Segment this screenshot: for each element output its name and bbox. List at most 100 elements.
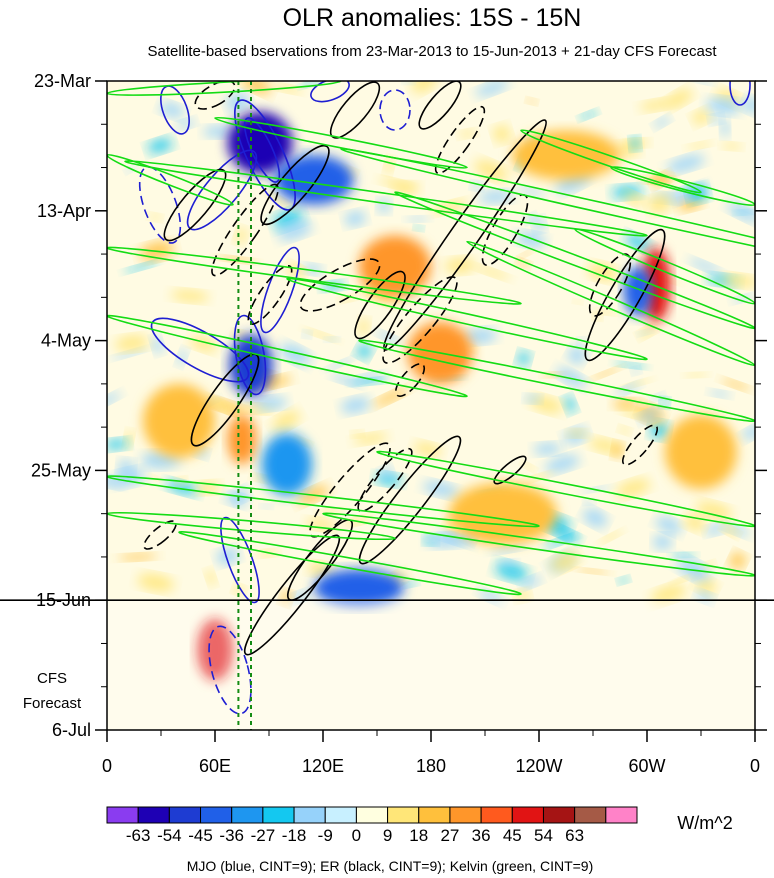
anomaly-patch [517,186,546,197]
anomaly-patch [659,397,670,408]
x-tick-label: 120W [515,756,562,776]
colorbar-box [387,806,420,824]
anomaly-patch [111,347,149,360]
anomaly-patch [393,181,420,194]
anomaly-patch [693,81,714,85]
anomaly-patch [614,362,647,369]
colorbar-label: 63 [565,826,584,845]
colorbar-label: 27 [440,826,459,845]
colorbar-box [511,806,544,824]
anomaly-patch [413,225,424,231]
anomaly-patch [631,367,641,375]
anomaly-patch [344,211,367,227]
x-tick-label: 0 [102,756,112,776]
er-contours [163,81,666,656]
colorbar-box [106,806,139,824]
anomaly-patch [524,394,541,404]
anomaly-hotspot [623,266,653,316]
colorbar-box [574,806,607,824]
anomaly-patch [708,390,731,398]
y-tick-label: 23-Mar [34,71,91,91]
anomaly-hotspot [665,414,737,489]
anomaly-hotspot [449,482,557,545]
anomaly-patch [533,442,562,456]
anomaly-patch [277,220,312,241]
anomaly-patch [729,552,746,570]
anomaly-patch [731,294,755,303]
anomaly-patch [573,299,582,305]
forecast-label-line1: CFS [37,670,67,687]
anomaly-hotspot [261,433,313,496]
colorbar-box [324,806,357,824]
anomaly-hotspot [314,569,404,607]
anomaly-patch [722,525,739,537]
anomaly-patch [567,346,586,365]
colorbar-label: 9 [383,826,392,845]
anomaly-patch [380,466,394,480]
y-tick-label: 6-Jul [52,720,91,740]
anomaly-patch [705,97,742,115]
colorbar-box [542,806,576,824]
anomaly-patch [671,552,696,558]
anomaly-patch [458,129,477,139]
colorbar-box [137,806,170,824]
anomaly-patch [598,530,623,544]
anomaly-patch [340,397,371,414]
anomaly-patch [375,331,401,344]
anomaly-patch [272,410,301,431]
colorbar-label: -27 [251,826,276,845]
anomaly-patch [475,81,510,97]
anomaly-patch [629,136,641,151]
anomaly-patch [583,499,595,505]
anomaly-hotspot [227,414,257,465]
anomaly-hotspot [512,130,620,180]
anomaly-patch [526,98,538,105]
forecast-region [107,599,755,730]
anomaly-patch [235,227,248,244]
anomaly-patch [232,487,250,502]
anomaly-patch [688,258,723,275]
anomaly-patch [567,429,587,438]
anomaly-patch [686,141,713,150]
colorbar-label: 0 [352,826,361,845]
anomaly-patch [170,289,210,303]
anomaly-patch [647,194,672,214]
colorbar-label: -45 [188,826,213,845]
anomaly-patch [705,524,725,536]
anomaly-patch [617,576,630,584]
colorbar-label: -36 [219,826,244,845]
anomaly-patch [114,335,149,352]
anomaly-patch [639,99,675,111]
colorbar: -63 -54 -45 -36 -27 -18 -9 0 9 18 27 36 45 54 63 [106,806,638,845]
anomaly-patch [692,109,711,125]
colorbar-box [355,806,389,824]
anomaly-patch [575,568,611,575]
anomaly-patch [563,396,576,413]
anomaly-patch [203,125,232,138]
anomaly-patch [266,192,295,209]
anomaly-patch [612,442,623,459]
anomaly-patch [726,202,755,223]
anomaly-patch [325,357,356,371]
anomaly-patch [473,265,511,280]
colorbar-box [605,806,638,824]
colorbar-box [418,806,451,824]
anomaly-patch [653,116,671,128]
anomaly-patch [638,329,652,336]
anomaly-patch [307,562,333,577]
x-tick-label: 60W [628,756,665,776]
colorbar-box [480,806,513,824]
anomaly-patch [688,185,708,203]
anomaly-patch [107,438,129,450]
anomaly-patch [589,366,622,380]
anomaly-patch [325,337,339,342]
chart-subtitle: Satellite-based bservations from 23-Mar-… [147,43,717,60]
colorbar-label: 45 [503,826,522,845]
colorbar-box [231,806,264,824]
y-tick-label: 25-May [31,460,91,480]
anomaly-patch [649,421,669,439]
colorbar-label: -18 [282,826,307,845]
anomaly-patch [520,575,542,588]
anomaly-patch [659,170,678,178]
anomaly-patch [331,374,363,387]
